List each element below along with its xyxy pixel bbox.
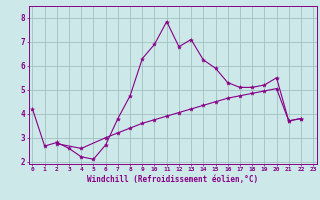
X-axis label: Windchill (Refroidissement éolien,°C): Windchill (Refroidissement éolien,°C) [87, 175, 258, 184]
